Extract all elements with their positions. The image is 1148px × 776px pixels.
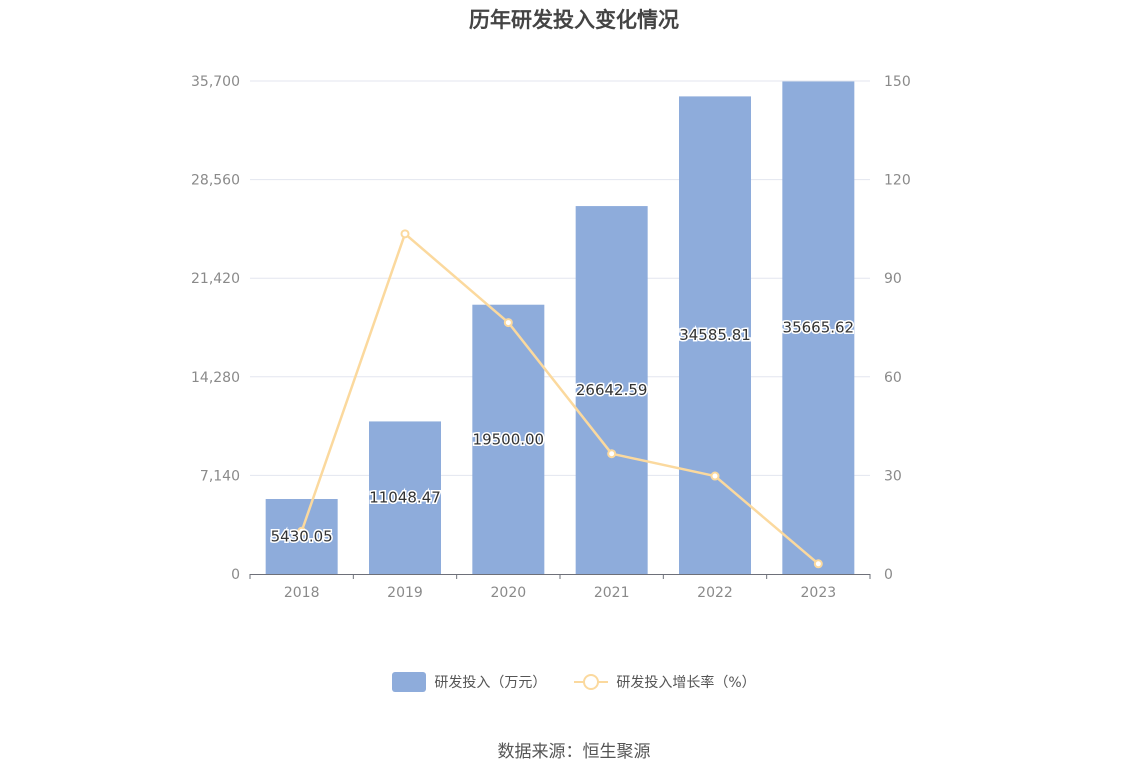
data-labels: 5430.05 11048.47 19500.00 26642.59 34585.81 3… xyxy=(269,317,855,547)
line-point xyxy=(297,526,307,536)
y-right-tick-label: 120 xyxy=(884,173,911,189)
bar xyxy=(782,81,855,575)
legend-item-growth-rate[interactable]: 研发投入增长率（%） xyxy=(574,672,756,692)
bar xyxy=(679,96,751,574)
legend: 研发投入（万元） 研发投入增长率（%） xyxy=(0,672,1148,692)
growth-line-series xyxy=(297,229,823,569)
bar xyxy=(369,421,441,574)
legend-label-rd-investment: 研发投入（万元） xyxy=(434,675,547,691)
grid-lines xyxy=(250,80,870,476)
x-tick-label: 2018 xyxy=(284,585,320,601)
legend-label-growth-rate: 研发投入增长率（%） xyxy=(616,675,756,691)
y-right-tick-label: 30 xyxy=(884,468,902,484)
bar-value-label: 11048.47 xyxy=(369,489,441,507)
bar-value-label: 5430.05 xyxy=(271,528,333,546)
legend-bar-swatch xyxy=(392,672,427,692)
line-point xyxy=(503,318,513,328)
y-right-tick-label: 90 xyxy=(884,271,902,287)
x-tick-label: 2019 xyxy=(387,585,423,601)
bar xyxy=(575,206,648,574)
line-point xyxy=(607,449,617,459)
axes: 0 7,140 14,280 21,420 28,560 35,700 0 30 60 90 120… xyxy=(191,74,911,601)
y-left-tick-label: 35,700 xyxy=(191,74,240,90)
y-left-tick-label: 28,560 xyxy=(191,173,240,189)
bar-value-label: 34585.81 xyxy=(679,326,751,344)
legend-item-rd-investment[interactable]: 研发投入（万元） xyxy=(392,672,546,692)
bar-series xyxy=(265,81,855,575)
source-note: 数据来源：恒生聚源 xyxy=(497,742,651,762)
legend-line-swatch xyxy=(574,672,609,692)
bar-value-label: 19500.00 xyxy=(473,430,545,448)
chart-title: 历年研发投入变化情况 xyxy=(469,8,679,32)
y-left-tick-label: 21,420 xyxy=(191,271,240,287)
bar-value-label: 35665.62 xyxy=(783,319,855,337)
bar-value-label: 26642.59 xyxy=(576,381,648,399)
line-point xyxy=(400,229,410,239)
growth-line xyxy=(300,232,820,565)
y-right-tick-label: 0 xyxy=(884,567,893,583)
x-tick-label: 2020 xyxy=(491,585,527,601)
y-left-tick-label: 14,280 xyxy=(191,370,240,386)
y-right-tick-label: 150 xyxy=(884,74,911,90)
x-tick-label: 2023 xyxy=(801,585,837,601)
line-point xyxy=(710,471,720,481)
x-tick-label: 2022 xyxy=(697,585,733,601)
y-left-tick-label: 0 xyxy=(231,567,240,583)
bar xyxy=(265,499,338,574)
line-point xyxy=(813,559,823,569)
y-right-tick-label: 60 xyxy=(884,370,902,386)
x-tick-label: 2021 xyxy=(594,585,630,601)
bar xyxy=(472,304,545,574)
y-left-tick-label: 7,140 xyxy=(200,468,240,484)
